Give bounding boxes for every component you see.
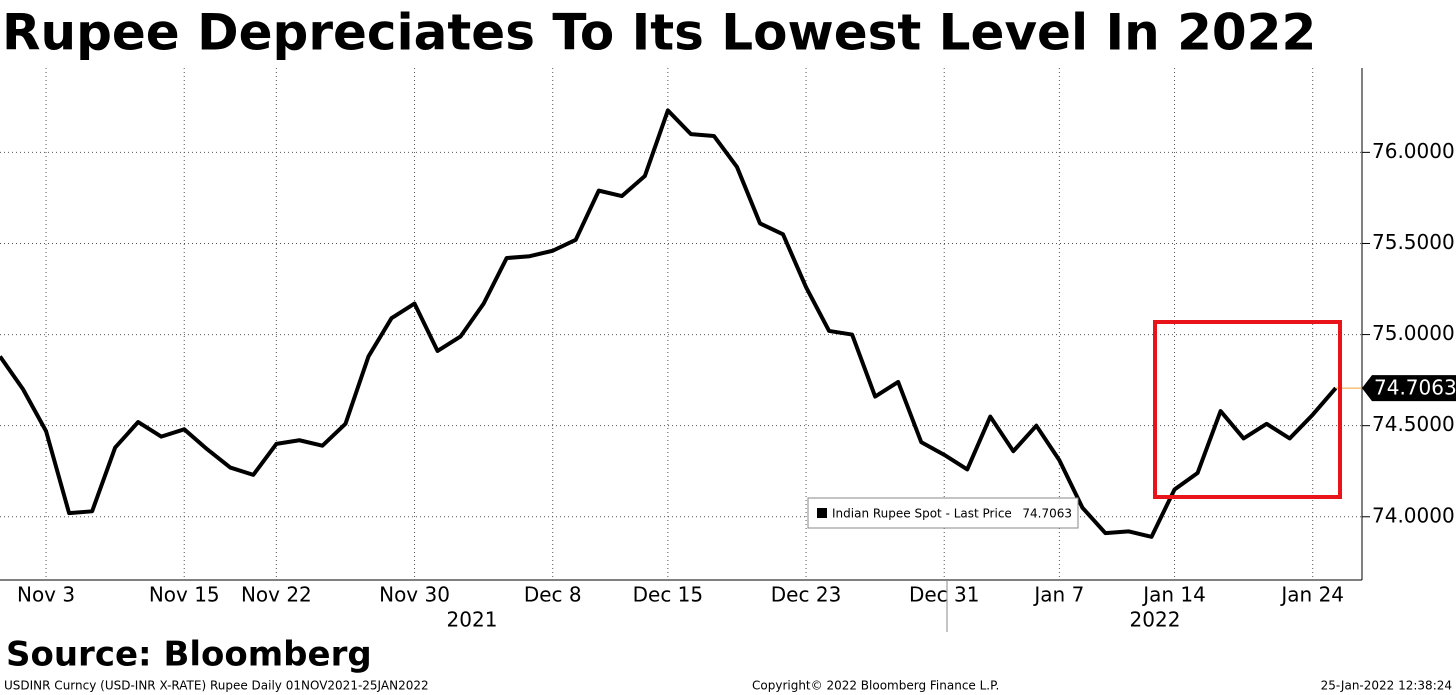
legend-label: Indian Rupee Spot - Last Price [832,507,1012,521]
line-series [0,108,1338,539]
x-tick-label: Nov 22 [241,583,312,607]
x-tick-label: Nov 30 [379,583,450,607]
footer-right: 25-Jan-2022 12:38:24 [1321,679,1452,693]
x-tick-label: Dec 31 [909,583,980,607]
x-tick-label: Dec 15 [633,583,704,607]
y-tick-label: 76.0000 [1372,139,1455,163]
highlight-box [1153,320,1342,499]
x-tick-label: Jan 7 [1032,583,1084,607]
footer-center: Copyright© 2022 Bloomberg Finance L.P. [752,679,999,693]
legend-value: 74.7063 [1022,507,1072,521]
x-tick-label: Nov 3 [17,583,75,607]
last-price-badge [1362,375,1456,402]
x-tick-label: Jan 24 [1279,583,1344,607]
x-tick-label: Dec 23 [771,583,842,607]
x-tick-label: Jan 14 [1141,583,1206,607]
x-tick-label: Dec 8 [524,583,582,607]
legend-box [807,497,1079,529]
footer-left: USDINR Curncy (USD-INR X-RATE) Rupee Dai… [4,679,429,693]
source: Source: Bloomberg [6,635,372,675]
y-tick-label: 75.0000 [1372,321,1455,345]
x-tick-label: Nov 15 [149,583,220,607]
last-price-label: 74.7063 [1374,376,1456,400]
year-label: 2021 [447,608,498,632]
y-tick-label: 74.5000 [1372,412,1455,436]
y-tick-label: 74.0000 [1372,503,1455,527]
year-label: 2022 [1130,608,1181,632]
legend-swatch [817,508,827,518]
y-tick-label: 75.5000 [1372,230,1455,254]
chart-title: Rupee Depreciates To Its Lowest Level In… [2,4,1316,62]
